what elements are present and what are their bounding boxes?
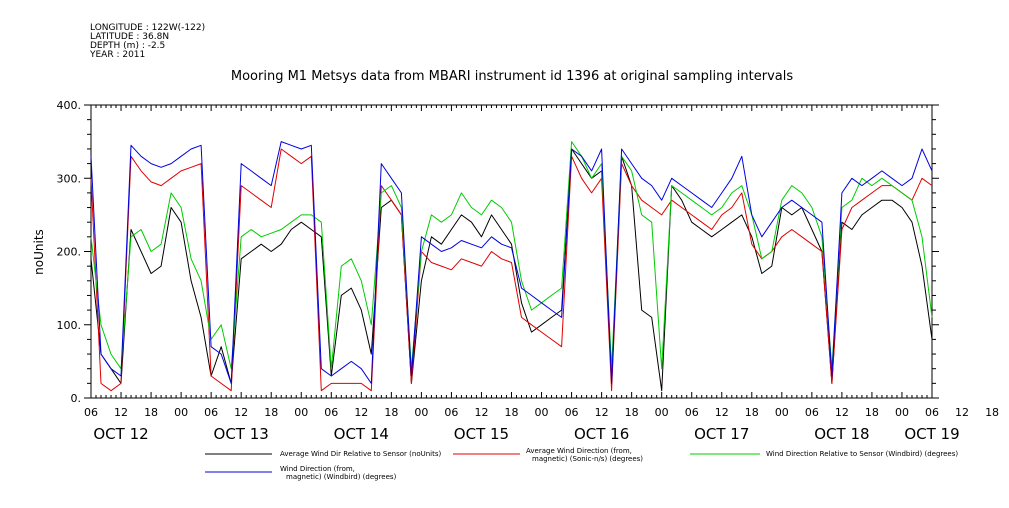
x-tick-label: 12	[354, 406, 368, 419]
plot-frame	[91, 105, 932, 398]
x-tick-label: 06	[324, 406, 338, 419]
x-day-label: OCT 17	[694, 425, 749, 443]
y-tick-label: 0.	[71, 392, 82, 405]
y-axis-label: noUnits	[32, 229, 46, 275]
legend: Average Wind Dir Relative to Sensor (noU…	[205, 447, 958, 481]
x-tick-label: 06	[925, 406, 939, 419]
series-line-2	[91, 149, 932, 391]
x-tick-label: 00	[655, 406, 669, 419]
legend-label-3: Wind Direction Relative to Sensor (Windb…	[766, 450, 958, 458]
x-day-label: OCT 14	[334, 425, 389, 443]
y-tick-label: 300.	[57, 172, 82, 185]
x-tick-label: 12	[114, 406, 128, 419]
x-tick-label: 06	[444, 406, 458, 419]
x-tick-label: 00	[414, 406, 428, 419]
y-tick-label: 200.	[57, 246, 82, 259]
x-tick-label: 12	[234, 406, 248, 419]
x-tick-label: 12	[595, 406, 609, 419]
legend-label-2: Average Wind Direction (from,magnetic) (…	[526, 447, 643, 463]
x-day-label: OCT 13	[214, 425, 269, 443]
x-day-label: OCT 18	[814, 425, 869, 443]
x-tick-label: 06	[204, 406, 218, 419]
legend-label-1: Average Wind Dir Relative to Sensor (noU…	[280, 450, 441, 458]
x-tick-label: 12	[474, 406, 488, 419]
x-tick-label: 18	[985, 406, 999, 419]
x-tick-label: 00	[535, 406, 549, 419]
metadata-block: LONGITUDE : 122W(-122)LATITUDE : 36.8NDE…	[89, 23, 205, 60]
legend-label-4: Wind Direction (from,magnetic) (Windbird…	[280, 465, 397, 481]
metadata-line: YEAR : 2011	[89, 50, 145, 60]
y-tick-label: 400.	[57, 99, 82, 112]
x-day-label: OCT 12	[93, 425, 148, 443]
x-tick-label: 18	[264, 406, 278, 419]
x-tick-label: 18	[384, 406, 398, 419]
x-day-label: OCT 15	[454, 425, 509, 443]
series-line-1	[91, 149, 932, 391]
x-tick-label: 00	[895, 406, 909, 419]
plot-border	[91, 105, 932, 398]
x-tick-label: 00	[174, 406, 188, 419]
x-tick-label: 18	[865, 406, 879, 419]
x-tick-label: 06	[84, 406, 98, 419]
x-tick-label: 12	[715, 406, 729, 419]
x-tick-label: 00	[775, 406, 789, 419]
x-day-label: OCT 19	[904, 425, 959, 443]
series-line-3	[91, 142, 932, 369]
x-tick-label: 06	[685, 406, 699, 419]
x-tick-label: 06	[565, 406, 579, 419]
x-tick-label: 18	[505, 406, 519, 419]
x-tick-label: 18	[625, 406, 639, 419]
axis-group: 06 12 18 00 06 12 18 00 06 12 18 00 06 12 18 00 06 12 18 00…	[57, 99, 1009, 443]
series-group	[91, 142, 932, 391]
x-tick-label: 18	[144, 406, 158, 419]
x-day-label: OCT 16	[574, 425, 629, 443]
x-tick-label: 00	[294, 406, 308, 419]
x-tick-label: 06	[805, 406, 819, 419]
y-tick-label: 100.	[57, 319, 82, 332]
x-tick-label: 12	[835, 406, 849, 419]
x-tick-label: 12	[955, 406, 969, 419]
chart-title: Mooring M1 Metsys data from MBARI instru…	[231, 69, 793, 84]
x-tick-label: 18	[745, 406, 759, 419]
